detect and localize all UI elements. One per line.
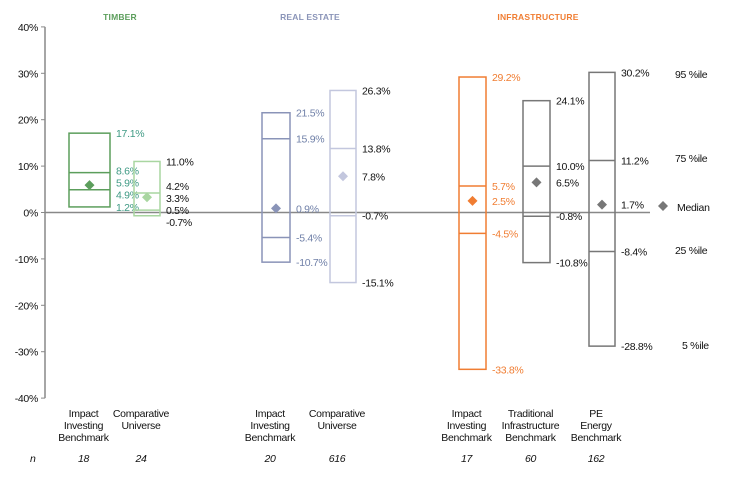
median-diamond <box>467 195 478 206</box>
y-tick-label: 40% <box>18 22 38 34</box>
median-diamond <box>338 171 348 182</box>
value-label: 13.8% <box>362 143 390 155</box>
y-tick-label: 10% <box>18 161 38 173</box>
n-value: 60 <box>525 453 537 465</box>
legend-median-diamond <box>658 201 668 211</box>
value-label: -10.7% <box>296 257 327 269</box>
value-label: 21.5% <box>296 108 324 120</box>
value-label: -28.8% <box>621 341 652 353</box>
median-diamond <box>597 199 607 210</box>
value-label: 29.2% <box>492 72 520 84</box>
value-label: 10.0% <box>556 161 584 173</box>
value-label: -8.4% <box>621 246 647 258</box>
value-label: 30.2% <box>621 67 649 79</box>
box <box>458 76 487 371</box>
category-label: Impact <box>255 408 285 420</box>
value-label: 17.1% <box>116 128 144 140</box>
value-label: 24.1% <box>556 96 584 108</box>
n-value: 616 <box>329 453 346 465</box>
legend-p5: 5 %ile <box>682 340 709 352</box>
legend-p95: 95 %ile <box>675 69 708 81</box>
n-label: n <box>30 453 36 465</box>
legend-p75: 75 %ile <box>675 153 708 165</box>
y-tick-label: -40% <box>15 393 38 405</box>
category-label: PE <box>589 408 603 420</box>
value-label: 4.2% <box>166 181 189 193</box>
n-value: 17 <box>461 453 474 465</box>
value-label: -0.7% <box>166 217 192 229</box>
value-label: 0.9% <box>296 203 319 215</box>
value-label: -33.8% <box>492 364 523 376</box>
category-label: Comparative <box>309 408 366 420</box>
value-label: 8.6% <box>116 165 139 177</box>
category-label: Benchmark <box>571 432 622 444</box>
value-label: -4.5% <box>492 228 518 240</box>
category-label: Energy <box>580 420 613 432</box>
value-label: 1.7% <box>621 200 644 212</box>
group-header: REAL ESTATE <box>280 12 340 22</box>
y-tick-label: -10% <box>15 254 38 266</box>
box <box>68 132 111 208</box>
value-label: 5.7% <box>492 181 515 193</box>
y-tick-label: 30% <box>18 68 38 80</box>
value-label: 7.8% <box>362 171 385 183</box>
n-value: 24 <box>134 453 147 465</box>
value-label: 11.0% <box>166 156 194 168</box>
n-value: 20 <box>263 453 276 465</box>
legend-p25: 25 %ile <box>675 245 708 257</box>
value-label: -10.8% <box>556 258 587 270</box>
median-diamond <box>531 177 542 188</box>
legend-median: Median <box>677 202 710 214</box>
value-label: 6.5% <box>556 177 579 189</box>
value-label: 5.9% <box>116 177 139 189</box>
box <box>133 160 161 217</box>
category-label: Impact <box>69 408 99 420</box>
box <box>522 99 551 264</box>
value-label: 1.2% <box>116 202 139 214</box>
n-value: 162 <box>588 453 605 465</box>
median-diamond <box>271 203 281 214</box>
y-tick-label: -30% <box>15 347 38 359</box>
value-label: 0.5% <box>166 205 189 217</box>
y-tick-label: 0% <box>23 208 38 220</box>
group-header: TIMBER <box>103 12 137 22</box>
value-label: -0.8% <box>556 211 582 223</box>
category-label: Investing <box>447 420 487 432</box>
value-label: 3.3% <box>166 193 189 205</box>
median-diamond <box>142 192 152 203</box>
value-label: -0.7% <box>362 211 388 223</box>
category-label: Comparative <box>113 408 170 420</box>
value-label: 15.9% <box>296 134 324 146</box>
y-tick-label: 20% <box>18 115 38 127</box>
y-tick-label: -20% <box>15 300 38 312</box>
category-label: Investing <box>64 420 104 432</box>
box <box>261 111 291 263</box>
median-diamond <box>84 180 95 191</box>
box <box>329 89 357 284</box>
category-label: Traditional <box>508 408 553 420</box>
category-label: Impact <box>452 408 482 420</box>
category-label: Benchmark <box>441 432 492 444</box>
category-label: Universe <box>317 420 356 432</box>
value-label: -5.4% <box>296 233 322 245</box>
category-label: Benchmark <box>58 432 109 444</box>
category-label: Benchmark <box>505 432 556 444</box>
category-label: Universe <box>121 420 160 432</box>
value-label: 26.3% <box>362 85 390 97</box>
group-header: INFRASTRUCTURE <box>497 12 578 22</box>
category-label: Infrastructure <box>502 420 560 432</box>
category-label: Benchmark <box>245 432 296 444</box>
value-label: -15.1% <box>362 278 393 290</box>
value-label: 2.5% <box>492 196 515 208</box>
value-label: 4.9% <box>116 189 139 201</box>
category-label: Investing <box>250 420 290 432</box>
value-label: 11.2% <box>621 156 649 168</box>
box <box>588 71 616 347</box>
n-value: 18 <box>78 453 90 465</box>
